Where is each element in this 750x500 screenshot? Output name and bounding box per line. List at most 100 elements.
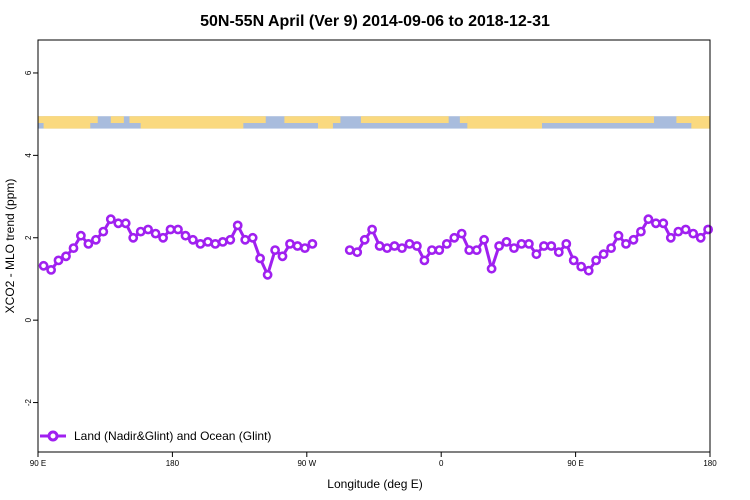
data-point <box>91 234 101 245</box>
data-point <box>479 234 489 245</box>
data-point <box>158 232 168 243</box>
data-point <box>247 232 258 243</box>
data-point <box>262 269 273 280</box>
data-point <box>449 232 460 243</box>
band-land-segment <box>360 116 449 124</box>
data-point <box>509 243 519 253</box>
data-point <box>76 230 86 241</box>
y-tick-label: 4 <box>24 153 33 158</box>
data-point <box>606 243 616 253</box>
data-point <box>703 224 713 235</box>
x-tick-label: 180 <box>166 459 180 468</box>
data-point <box>591 255 601 266</box>
data-point <box>680 224 691 235</box>
data-point <box>367 224 377 235</box>
band-land-segment <box>140 116 244 129</box>
data-point <box>494 241 504 251</box>
band-land-segment <box>467 116 542 129</box>
data-point <box>658 218 669 229</box>
data-point <box>441 238 452 249</box>
data-point <box>255 253 265 264</box>
y-tick-label: 2 <box>24 235 33 240</box>
data-point <box>195 238 206 249</box>
data-point <box>61 251 71 262</box>
data-point <box>225 234 236 245</box>
data-point <box>464 245 475 255</box>
x-tick-label: 90 E <box>567 459 583 468</box>
data-point <box>598 249 609 260</box>
y-axis-ticks: -2 0 2 4 6 <box>24 70 38 406</box>
data-point <box>456 228 467 239</box>
data-point <box>105 214 116 225</box>
data-point <box>46 264 56 275</box>
data-point <box>561 238 572 249</box>
data-point <box>621 238 631 249</box>
data-point <box>419 255 430 266</box>
data-point <box>307 238 318 249</box>
data-point <box>531 249 542 260</box>
y-tick-label: -2 <box>24 398 33 406</box>
data-point <box>501 236 512 247</box>
data-point <box>688 228 699 239</box>
x-tick-label: 0 <box>439 459 444 468</box>
data-point <box>397 243 407 253</box>
data-point <box>98 226 109 237</box>
legend-marker-swatch <box>47 430 59 442</box>
band-land-segment <box>459 116 654 124</box>
data-point <box>128 232 139 243</box>
data-point <box>150 228 161 239</box>
legend: Land (Nadir&Glint) and Ocean (Glint) <box>40 429 271 443</box>
data-point <box>270 245 280 255</box>
data-point <box>643 214 654 225</box>
data-point <box>202 236 213 247</box>
y-tick-label: 0 <box>24 317 33 322</box>
data-point <box>553 247 564 258</box>
data-point <box>180 230 191 241</box>
band-land-segment <box>691 116 710 129</box>
data-point <box>568 255 579 266</box>
data-point <box>546 241 557 251</box>
x-tick-label: 180 <box>703 459 717 468</box>
plot-frame <box>37 39 711 453</box>
data-point <box>83 238 94 249</box>
legend-label: Land (Nadir&Glint) and Ocean (Glint) <box>74 429 271 443</box>
data-point <box>576 261 587 272</box>
data-point <box>68 243 79 253</box>
data-point <box>173 224 183 235</box>
data-point <box>285 238 295 249</box>
data-point <box>665 232 676 243</box>
band-land-segment <box>43 116 91 129</box>
series-layer <box>38 214 713 280</box>
data-point <box>217 236 228 247</box>
x-tick-label: 90 W <box>297 459 316 468</box>
x-axis-label: Longitude (deg E) <box>327 477 422 491</box>
data-point <box>352 247 363 258</box>
data-point <box>299 243 310 253</box>
data-point <box>374 241 385 251</box>
data-point <box>695 232 706 243</box>
data-point <box>411 241 422 251</box>
data-point <box>434 245 445 255</box>
x-axis-ticks: 90 E 180 90 W 0 90 E 180 <box>30 452 717 468</box>
band-land-segment <box>318 116 333 129</box>
band-land-segment <box>110 116 124 124</box>
data-point <box>359 234 370 245</box>
data-point <box>210 238 221 249</box>
y-axis-label: XCO2 - MLO trend (ppm) <box>3 179 17 314</box>
x-tick-label: 90 E <box>30 459 46 468</box>
data-point <box>165 224 176 235</box>
y-tick-label: 6 <box>24 70 33 75</box>
data-point <box>187 234 198 245</box>
data-point <box>232 220 243 231</box>
data-point <box>277 251 288 262</box>
data-point <box>120 218 131 229</box>
data-point <box>53 255 64 266</box>
data-point <box>613 230 624 241</box>
land-ocean-band <box>38 116 710 129</box>
data-point <box>471 245 482 255</box>
data-point <box>240 234 251 245</box>
data-point <box>636 226 646 237</box>
data-point <box>524 238 534 249</box>
chart-title: 50N-55N April (Ver 9) 2014-09-06 to 2018… <box>200 13 550 30</box>
